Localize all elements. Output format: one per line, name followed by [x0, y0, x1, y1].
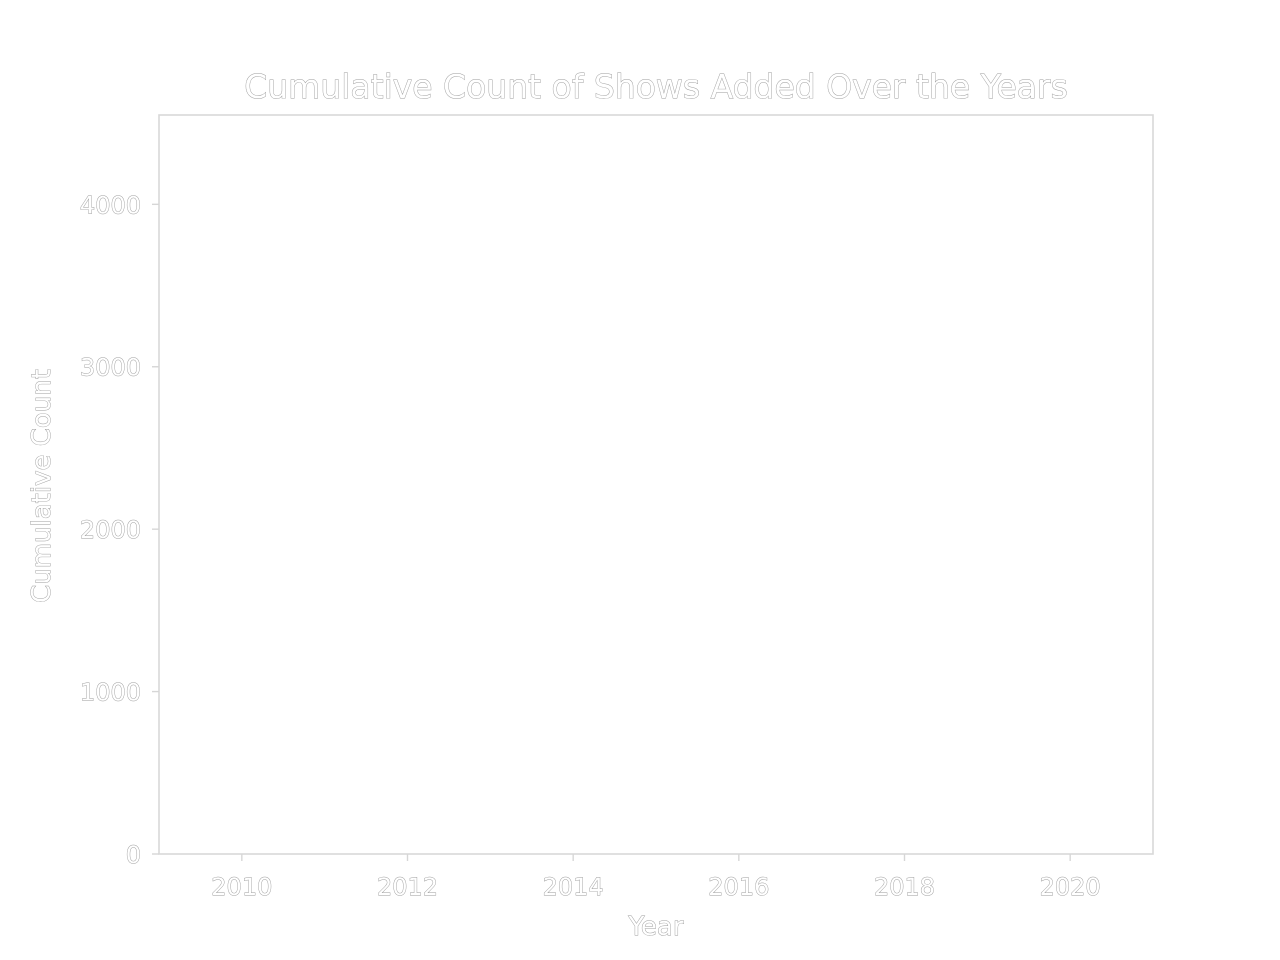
- plot-frame: [158, 114, 1154, 855]
- x-axis-ticks: 2010 2012 2014 2016 2018 2020: [211, 854, 1101, 901]
- x-tick-label: 2014: [543, 873, 604, 901]
- x-tick-label: 2018: [874, 873, 935, 901]
- chart-title: Cumulative Count of Shows Added Over the…: [244, 67, 1068, 106]
- x-tick-label: 2020: [1040, 873, 1101, 901]
- y-axis-ticks: 0 1000 2000 3000 4000: [79, 191, 159, 869]
- x-tick-label: 2016: [708, 873, 769, 901]
- x-tick-label: 2012: [377, 873, 438, 901]
- y-tick-label: 1000: [80, 679, 141, 707]
- x-axis-title: Year: [627, 912, 683, 942]
- y-axis-title: Cumulative Count: [27, 369, 57, 603]
- y-tick-label: 2000: [80, 516, 141, 544]
- y-tick-label: 3000: [80, 354, 141, 382]
- x-tick-label: 2010: [211, 873, 272, 901]
- y-tick-label: 0: [126, 841, 141, 869]
- y-tick-label: 4000: [80, 191, 141, 219]
